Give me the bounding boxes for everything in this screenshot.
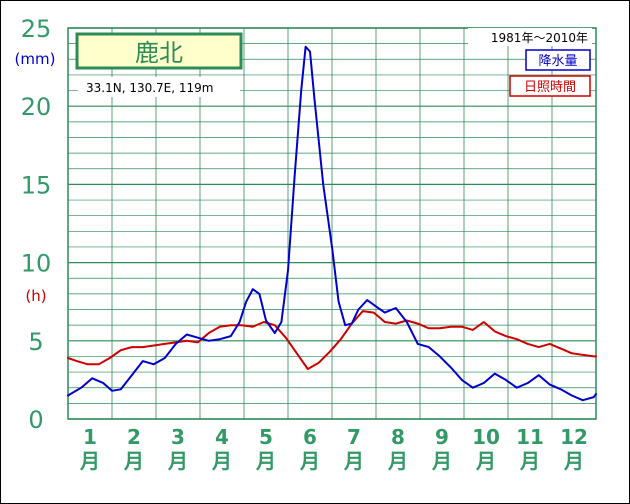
legend-sunshine-label: 日照時間 (524, 80, 576, 95)
series-lines (67, 45, 597, 402)
legend-precip-label: 降水量 (538, 54, 577, 69)
x-tick-month-number: 11 (516, 425, 544, 449)
y-tick-label: 25 (21, 15, 52, 43)
x-tick-month-suffix: 月 (123, 449, 144, 473)
x-tick-month-number: 1 (83, 425, 97, 449)
x-tick-month-suffix: 月 (343, 449, 364, 473)
x-tick-month-number: 7 (347, 425, 361, 449)
station-location: 33.1N, 130.7E, 119m (86, 81, 213, 95)
x-tick-month-suffix: 月 (167, 449, 188, 473)
x-tick-month-suffix: 月 (211, 449, 232, 473)
station-name: 鹿北 (135, 39, 183, 67)
station-name-box (75, 32, 243, 70)
precipitation-line (67, 45, 597, 402)
period-label: 1981年〜2010年 (491, 31, 588, 45)
y-tick-label: 20 (21, 93, 52, 121)
sunshine-line (67, 310, 597, 370)
x-tick-month-number: 8 (391, 425, 405, 449)
x-tick-month-number: 12 (560, 425, 588, 449)
x-tick-month-suffix: 月 (563, 449, 584, 473)
x-tick-month-number: 4 (215, 425, 229, 449)
x-tick-month-number: 5 (259, 425, 273, 449)
x-tick-month-suffix: 月 (475, 449, 496, 473)
y-tick-label: 0 (28, 406, 43, 434)
y-tick-label: 5 (28, 328, 43, 356)
x-tick-month-number: 10 (472, 425, 500, 449)
location-bg (78, 77, 240, 97)
y-axis-tick-labels: 0 5 10 15 20 25 (21, 15, 52, 434)
x-tick-month-suffix: 月 (387, 449, 408, 473)
x-tick-month-number: 2 (127, 425, 141, 449)
grid (67, 27, 597, 420)
plot-frame (67, 27, 597, 420)
legend-precip-box (525, 49, 591, 71)
x-tick-month-number: 3 (171, 425, 185, 449)
x-tick-month-suffix: 月 (255, 449, 276, 473)
y-tick-label: 15 (21, 171, 52, 199)
x-tick-month-suffix: 月 (431, 449, 452, 473)
x-tick-month-number: 9 (435, 425, 449, 449)
legend-sunshine-box (509, 75, 591, 97)
sunshine-unit-label: (h) (25, 287, 46, 305)
x-tick-month-suffix: 月 (79, 449, 100, 473)
x-tick-month-suffix: 月 (299, 449, 320, 473)
x-tick-month-suffix: 月 (519, 449, 540, 473)
y-tick-label: 10 (21, 250, 52, 278)
x-tick-month-number: 6 (303, 425, 317, 449)
precip-unit-label: (mm) (15, 50, 56, 68)
period-bg (468, 28, 592, 46)
